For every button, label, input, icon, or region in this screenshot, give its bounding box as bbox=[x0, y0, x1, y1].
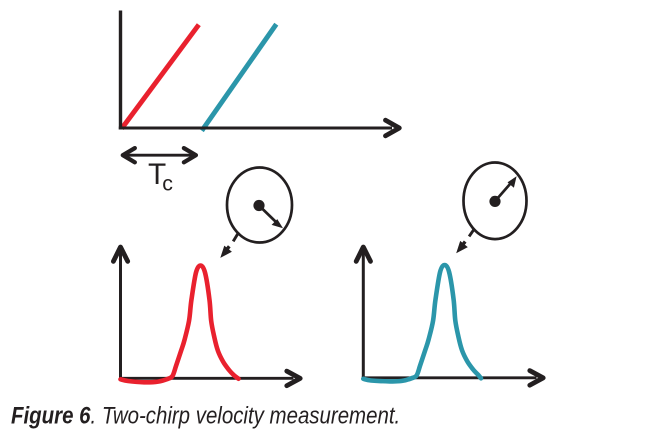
svg-text:c: c bbox=[162, 171, 173, 195]
svg-text:T: T bbox=[148, 158, 166, 191]
svg-text:Figure 6. Two-chirp velocity m: Figure 6. Two-chirp velocity measurement… bbox=[11, 402, 400, 429]
